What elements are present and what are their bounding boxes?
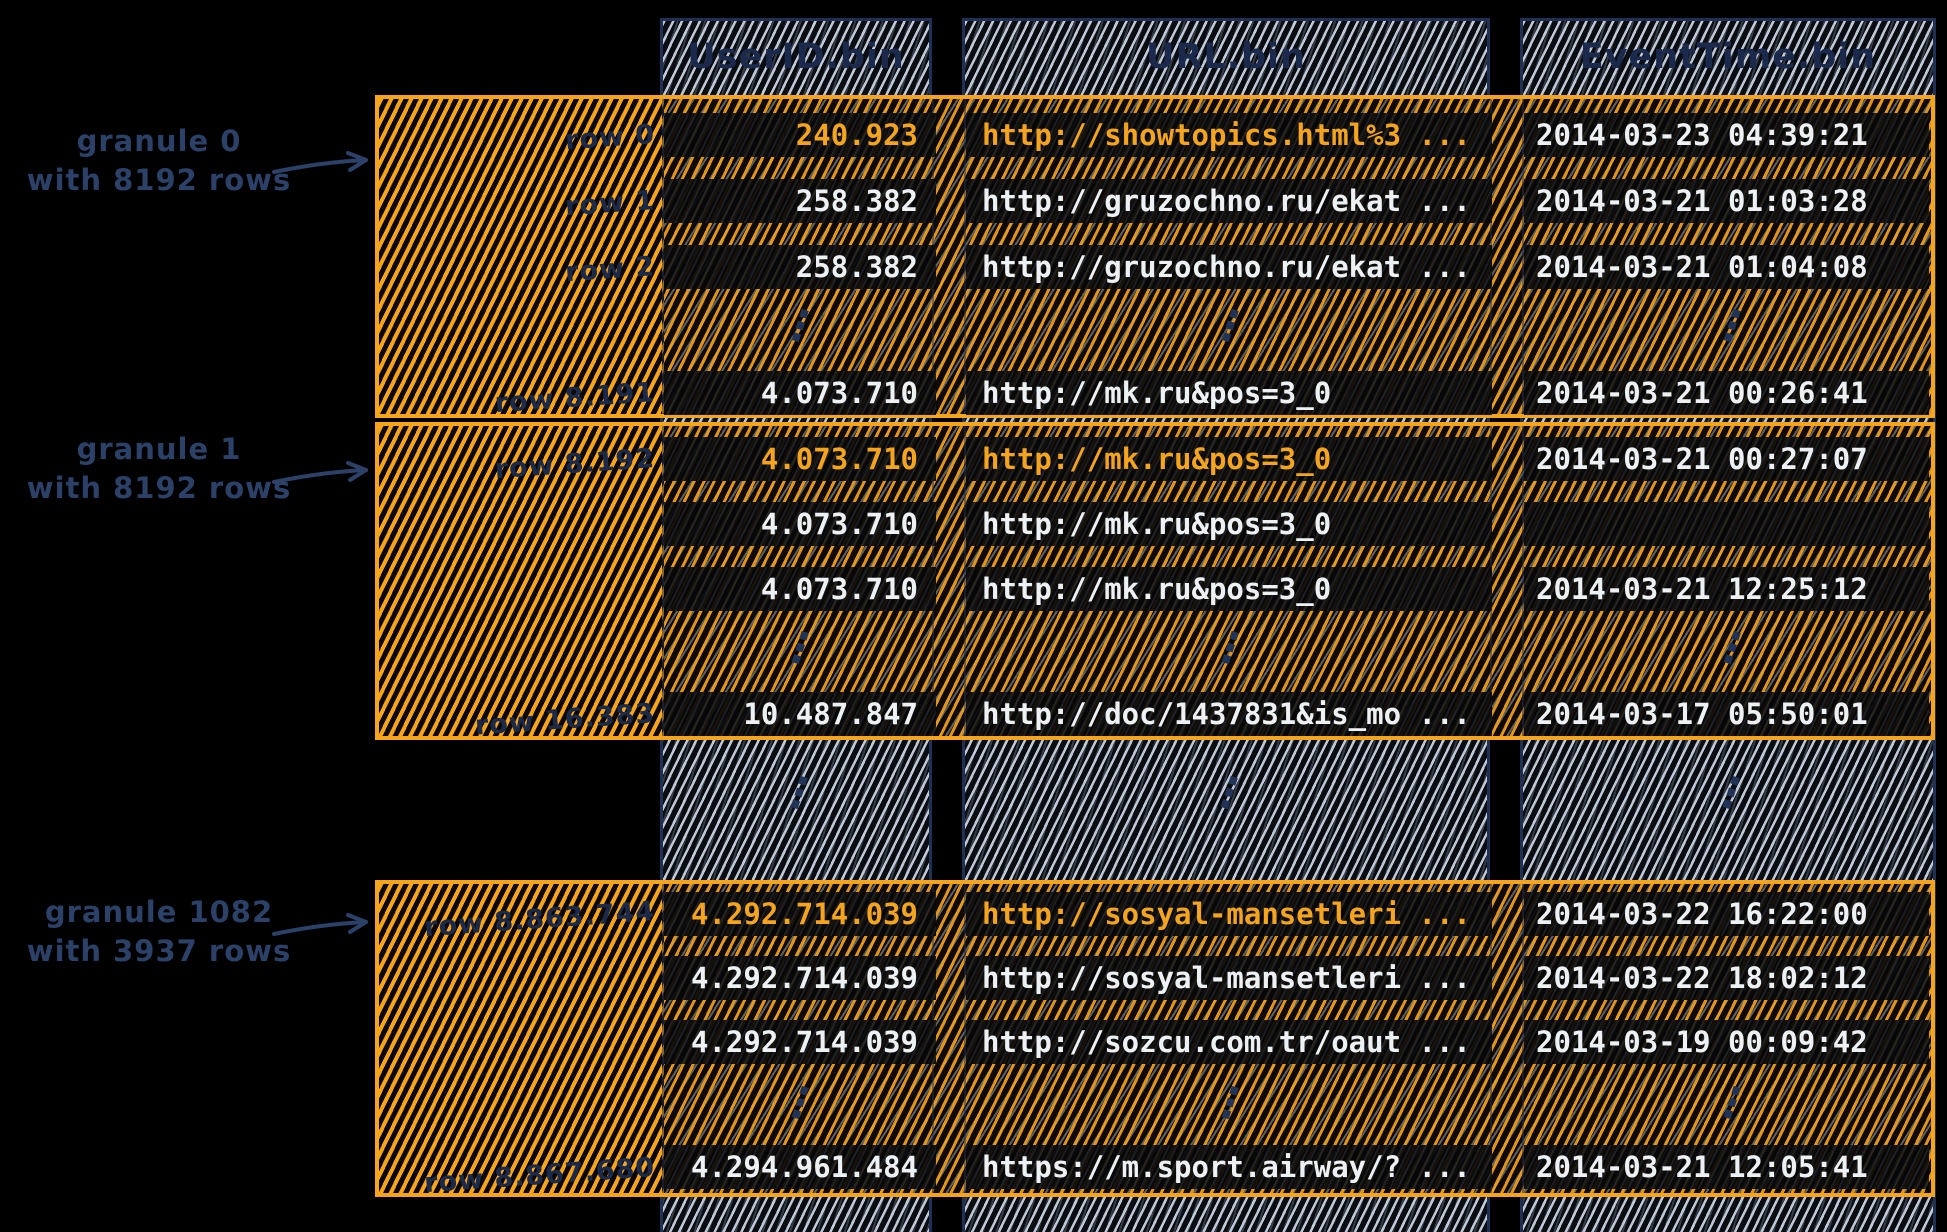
cell-url: http://mk.ru&pos=3_0	[966, 371, 1492, 415]
cell-userid: 4.292.714.039	[664, 1020, 936, 1064]
data-row: 10.487.847 http://doc/1437831&is_mo ... …	[379, 692, 1931, 736]
cell-userid: 4.073.710	[664, 567, 936, 611]
data-row: 4.073.710 http://mk.ru&pos=3_0 2014-03-2…	[379, 567, 1931, 611]
cell-eventtime: 2014-03-21 01:04:08	[1524, 245, 1929, 289]
annotation-line: with 8192 rows	[26, 163, 292, 197]
granule-0-rows-block	[379, 99, 664, 414]
column-header-userid: UserID.bin	[687, 37, 905, 77]
cell-url: http://mk.ru&pos=3_0	[966, 502, 1492, 546]
ellipsis-dots-icon: ⋮	[1202, 617, 1258, 678]
annotation-arrow-icon	[272, 151, 368, 174]
data-row: 4.073.710 http://mk.ru&pos=3_0 2014-03-2…	[379, 371, 1931, 415]
data-row: 4.292.714.039 http://sosyal-mansetleri .…	[379, 892, 1931, 936]
cell-url: http://sozcu.com.tr/oaut ...	[966, 1020, 1492, 1064]
cell-eventtime: 2014-03-21 12:05:41	[1524, 1145, 1929, 1189]
column-header-url: URL.bin	[1146, 37, 1306, 77]
cell-userid: 4.292.714.039	[664, 892, 936, 936]
cell-userid: 4.292.714.039	[664, 956, 936, 1000]
data-row: 258.382 http://gruzochno.ru/ekat ... 201…	[379, 245, 1931, 289]
cell-userid: 4.073.710	[664, 502, 936, 546]
column-divider	[932, 426, 934, 736]
cell-url: http://mk.ru&pos=3_0	[966, 567, 1492, 611]
cell-url: http://gruzochno.ru/ekat ...	[966, 245, 1492, 289]
data-row: 4.073.710 http://mk.ru&pos=3_0 2014-03-2…	[379, 437, 1931, 481]
ellipsis-dots-icon: ⋮	[772, 295, 828, 356]
cell-eventtime: 2014-03-17 05:50:01	[1524, 692, 1929, 736]
cell-eventtime: 2014-03-21 00:27:07	[1524, 437, 1929, 481]
data-row: 4.073.710 http://mk.ru&pos=3_0	[379, 502, 1931, 546]
cell-url: http://sosyal-mansetleri ...	[966, 956, 1492, 1000]
cell-url: http://mk.ru&pos=3_0	[966, 437, 1492, 481]
ellipsis-dots-icon: ⋮	[772, 1072, 828, 1133]
annotation-arrow-icon	[272, 461, 368, 484]
ellipsis-dots-icon: ⋮	[1704, 617, 1760, 678]
granule-1082-annotation: granule 1082 with 3937 rows	[8, 893, 310, 971]
data-row: 4.292.714.039 http://sosyal-mansetleri .…	[379, 956, 1931, 1000]
granule-1-rows-block	[379, 426, 664, 736]
granule-1082-rows-block	[379, 884, 664, 1193]
cell-eventtime: 2014-03-22 16:22:00	[1524, 892, 1929, 936]
cell-eventtime: 2014-03-21 12:25:12	[1524, 567, 1929, 611]
data-row: 4.294.961.484 https://m.sport.airway/? .…	[379, 1145, 1931, 1189]
column-divider	[932, 884, 934, 1193]
granule-0-box: row 0 row 1 row 2 row 8.191 240.923 http…	[375, 95, 1935, 419]
data-row: 258.382 http://gruzochno.ru/ekat ... 201…	[379, 179, 1931, 223]
cell-userid: 10.487.847	[664, 692, 936, 736]
cell-userid: 4.073.710	[664, 371, 936, 415]
annotation-line: granule 1	[76, 432, 242, 466]
column-divider	[964, 884, 966, 1193]
annotation-line: with 3937 rows	[26, 934, 292, 968]
granule-1-annotation: granule 1 with 8192 rows	[8, 430, 310, 508]
cell-eventtime: 2014-03-19 00:09:42	[1524, 1020, 1929, 1064]
cell-userid: 258.382	[664, 245, 936, 289]
cell-userid: 240.923	[664, 113, 936, 157]
cell-url: https://m.sport.airway/? ...	[966, 1145, 1492, 1189]
granule-0-annotation: granule 0 with 8192 rows	[8, 122, 310, 200]
column-divider	[1522, 426, 1524, 736]
annotation-line: granule 1082	[44, 895, 274, 929]
ellipsis-dots-icon: ⋮	[1704, 295, 1760, 356]
cell-userid: 4.294.961.484	[664, 1145, 936, 1189]
data-row: 240.923 http://showtopics.html%3 ... 201…	[379, 113, 1931, 157]
cell-url: http://showtopics.html%3 ...	[966, 113, 1492, 157]
ellipsis-dots-icon: ⋮	[1202, 1072, 1258, 1133]
column-header-eventtime: EventTime.bin	[1579, 37, 1877, 77]
column-divider	[932, 99, 934, 414]
column-divider	[1522, 884, 1524, 1193]
annotation-line: granule 0	[76, 124, 242, 158]
ellipsis-dots-icon: ⋮	[772, 617, 828, 678]
annotation-line: with 8192 rows	[26, 471, 292, 505]
cell-eventtime: 2014-03-22 18:02:12	[1524, 956, 1929, 1000]
cell-url: http://doc/1437831&is_mo ...	[966, 692, 1492, 736]
column-divider	[964, 99, 966, 414]
granule-1082-box: row 8.863.744 row 8.867.680 4.292.714.03…	[375, 880, 1935, 1199]
cell-eventtime	[1524, 502, 1929, 546]
cell-eventtime: 2014-03-21 01:03:28	[1524, 179, 1929, 223]
ellipsis-dots-icon: ⋮	[1704, 1072, 1760, 1133]
granule-1-box: row 8.192 row 16.383 4.073.710 http://mk…	[375, 422, 1935, 742]
column-divider	[964, 426, 966, 736]
cell-url: http://gruzochno.ru/ekat ...	[966, 179, 1492, 223]
cell-userid: 258.382	[664, 179, 936, 223]
data-row: 4.292.714.039 http://sozcu.com.tr/oaut .…	[379, 1020, 1931, 1064]
cell-eventtime: 2014-03-21 00:26:41	[1524, 371, 1929, 415]
ellipsis-dots-icon: ⋮	[1202, 295, 1258, 356]
cell-url: http://sosyal-mansetleri ...	[966, 892, 1492, 936]
annotation-arrow-icon	[272, 913, 368, 936]
cell-userid: 4.073.710	[664, 437, 936, 481]
cell-eventtime: 2014-03-23 04:39:21	[1524, 113, 1929, 157]
column-divider	[1522, 99, 1524, 414]
